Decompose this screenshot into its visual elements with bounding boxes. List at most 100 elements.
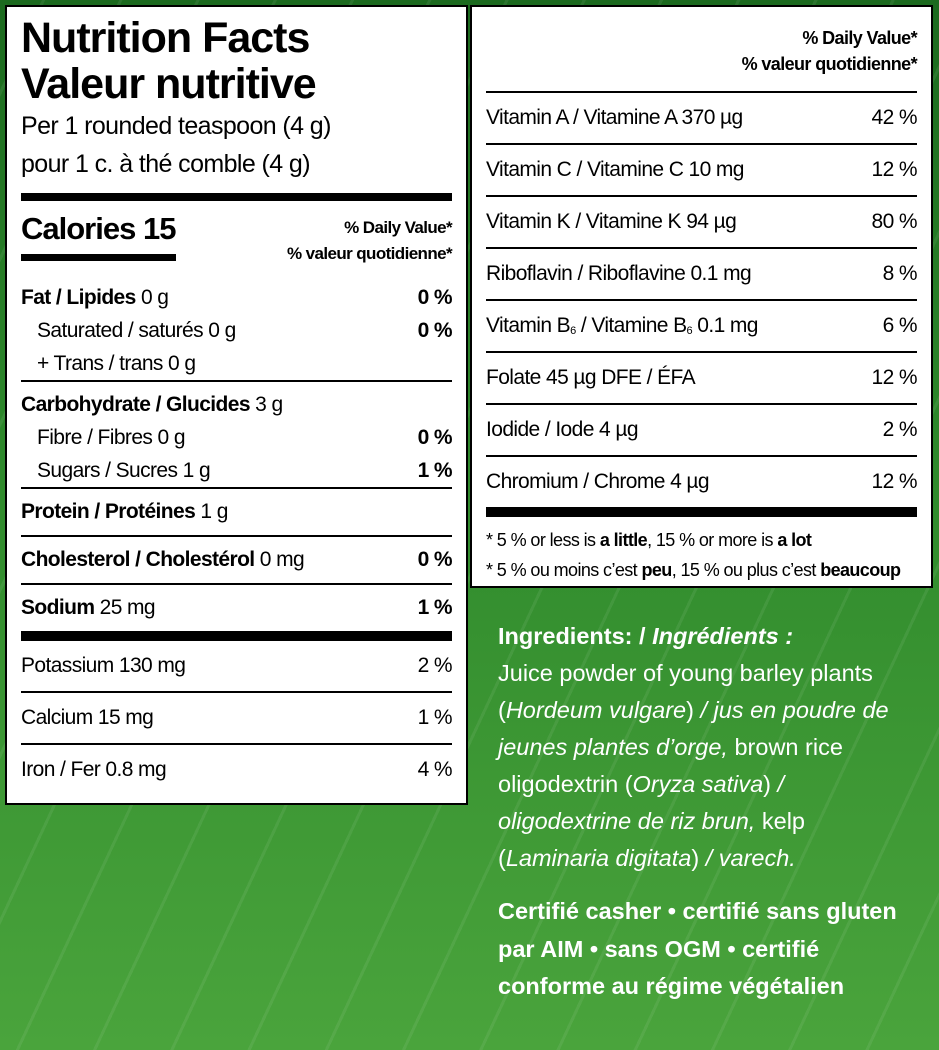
cell: Cholesterol / Cholestérol 0 mg [21,548,305,572]
fat-group: Fat / Lipides 0 g 0 % Saturated / saturés… [21,281,453,382]
row: Riboflavin / Riboflavine 0.1 mg 8 % [486,249,918,301]
row: + Trans / trans 0 g [21,347,452,380]
text: Ingrédients : [652,623,794,649]
dv: 42 % [871,106,918,129]
text: brown rice oligodextrin ( [498,734,843,797]
amount: 3 g [249,392,283,416]
dv: 0 % [417,425,453,449]
dv: 2 % [882,418,918,441]
text: Laminaria digitata [505,845,692,871]
ingredients: Ingredients: / Ingrédients : Juice powde… [498,618,918,877]
text: , 15 % or more is [647,530,778,550]
rule [21,254,176,261]
text: Ingredients: / [498,623,653,649]
ingredients-body: Juice powder of young barley plants (Hor… [498,655,918,877]
row: Chromium / Chrome 4 µg 12 % [486,457,918,507]
nutrient: Saturated / saturés 0 g [37,318,236,342]
dv-header-line: % Daily Value* [802,28,917,48]
ingredients-heading: Ingredients: / Ingrédients : [498,618,918,655]
row: Sodium 25 mg 1 % [21,585,453,631]
cell: Carbohydrate / Glucides 3 g [21,393,283,417]
text: Juice powder of young barley plants ( [498,660,873,723]
row: Vitamin K / Vitamine K 94 µg 80 % [486,197,918,249]
text: beaucoup [820,560,901,580]
text: , 15 % ou plus c’est [671,560,821,580]
nutrient: Sugars / Sucres 1 g [37,458,211,482]
row: Iodide / Iode 4 µg 2 % [486,405,918,457]
row: Saturated / saturés 0 g 0 % [21,314,453,347]
row: Calcium 15 mg 1 % [21,693,453,745]
serving: pour 1 c. à thé comble (4 g) [21,150,311,178]
dv: 2 % [417,654,453,677]
row: Fat / Lipides 0 g 0 % [21,281,453,314]
subscript: 6 [570,325,576,337]
nutrient: Vitamin K / Vitamine K 94 µg [486,210,737,233]
text: a lot [777,530,812,550]
amount: 25 mg [94,596,156,619]
row: Protein / Protéines 1 g [21,489,452,537]
cell: Sodium 25 mg [21,596,156,620]
amount: 1 g [195,500,228,523]
dv: 12 % [871,158,918,181]
nutrient: Folate 45 µg DFE / ÉFA [486,366,696,389]
certification: Certifié casher • certifié sans gluten p… [498,898,897,999]
row: Iron / Fer 0.8 mg 4 % [21,745,453,795]
text: * 5 % ou moins c’est [486,560,642,580]
dv: 6 % [882,314,918,337]
dv-header-line: % valeur quotidienne* [741,54,918,74]
nutrient: Protein / Protéines [21,500,196,523]
text: / jus en poudre de jeunes plantes d’orge… [498,697,889,760]
footnote: * 5 % or less is a little, 15 % or more … [486,525,917,555]
nutrient: Fibre / Fibres 0 g [37,425,186,449]
rule [486,507,917,517]
vitamin-rows: Vitamin A / Vitamine A 370 µg 42 % Vitami… [486,93,918,507]
text: 0.1 mg [692,314,758,337]
nutrient: Chromium / Chrome 4 µg [486,470,710,493]
dv-header: % Daily Value* % valeur quotidienne* [486,7,918,93]
dv-header-line: % Daily Value* [344,218,452,237]
nutrition-panel: Nutrition Facts Valeur nutritive Per 1 r… [5,5,468,805]
nutrient: Potassium 130 mg [21,654,186,677]
rule [21,193,452,201]
nutrient: Vitamin B6 / Vitamine B6 0.1 mg [486,314,758,338]
nutrient: Vitamin C / Vitamine C 10 mg [486,158,744,181]
row: Carbohydrate / Glucides 3 g [21,388,452,421]
row: Sugars / Sucres 1 g 1 % [21,454,453,487]
cell: Protein / Protéines 1 g [21,500,228,524]
nutrient: Iron / Fer 0.8 mg [21,758,167,781]
row: Vitamin A / Vitamine A 370 µg 42 % [486,93,918,145]
calories: Calories 15 [21,211,176,246]
row: Vitamin B6 / Vitamine B6 0.1 mg 6 % [486,301,918,353]
text: Oryza sativa [632,771,764,797]
footnote: * 5 % ou moins c’est peu, 15 % ou plus c… [486,555,917,585]
dv: 4 % [417,758,453,781]
row: Vitamin C / Vitamine C 10 mg 12 % [486,145,918,197]
amount: 0 mg [254,548,305,571]
cell: Fat / Lipides 0 g [21,285,169,310]
nutrient: Carbohydrate / Glucides [21,392,251,416]
dv: 8 % [882,262,918,285]
calories-block: Calories 15 % Daily Value* % valeur quoti… [21,201,453,281]
row: Folate 45 µg DFE / ÉFA 12 % [486,353,918,405]
title: Nutrition Facts [21,14,310,62]
dv: 0 % [417,548,453,571]
serving: Per 1 rounded teaspoon (4 g) [21,112,331,140]
dv: 12 % [871,470,918,493]
dv: 1 % [417,596,453,619]
text: peu [641,560,672,580]
nutrient: Vitamin A / Vitamine A 370 µg [486,106,743,129]
row: Potassium 130 mg 2 % [21,641,453,693]
text: Hordeum vulgare [505,697,687,723]
text: / oligodextrine de riz brun, [498,771,785,834]
dv: 1 % [417,706,453,729]
dv-header-line: % valeur quotidienne* [287,244,453,263]
nutrient: Riboflavin / Riboflavine 0.1 mg [486,262,752,285]
text: / Vitamine B [575,314,687,337]
dv: 80 % [871,210,918,233]
dv: 12 % [871,366,918,389]
rule [21,631,452,641]
amount: 0 g [135,285,169,309]
text: ) [686,697,701,723]
text: kelp ( [498,808,805,871]
